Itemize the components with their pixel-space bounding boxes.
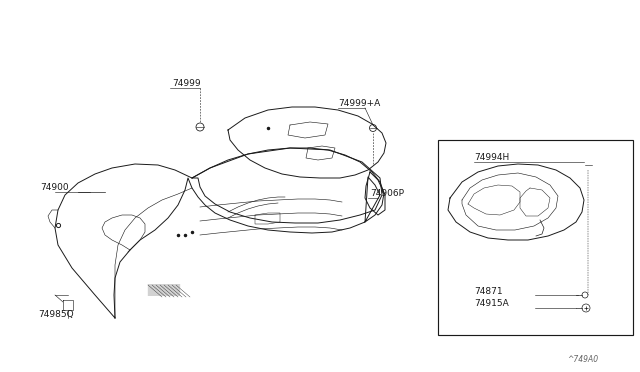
- Text: 74871: 74871: [474, 286, 502, 295]
- Text: 74906P: 74906P: [370, 189, 404, 199]
- Bar: [438, 140, 633, 335]
- Text: 74900: 74900: [40, 183, 68, 192]
- Text: 74999+A: 74999+A: [338, 99, 380, 109]
- Text: 74985Q: 74985Q: [38, 310, 74, 318]
- Text: 74999: 74999: [172, 80, 200, 89]
- Text: 74915A: 74915A: [474, 299, 509, 308]
- Text: ^749A0: ^749A0: [567, 356, 598, 365]
- Text: 74994H: 74994H: [474, 154, 509, 163]
